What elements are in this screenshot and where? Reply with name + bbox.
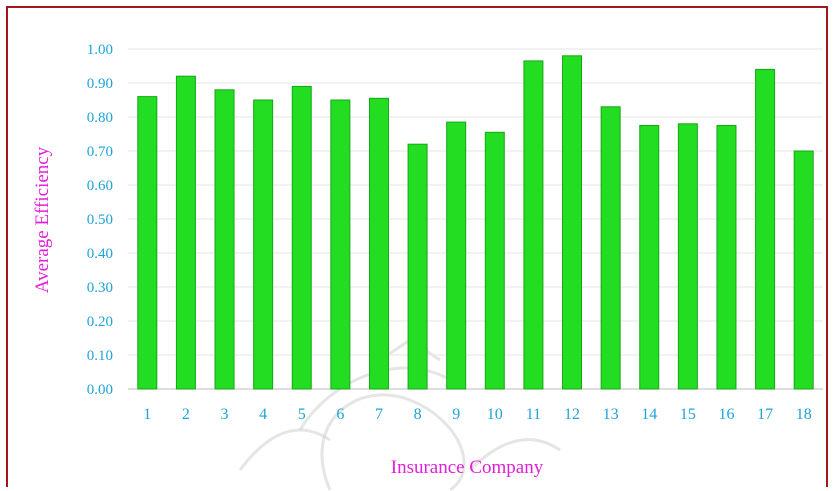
bar [407,143,428,390]
y-tick-label: 0.70 [87,144,113,160]
y-axis-title: Average Efficiency [32,146,53,293]
bar [253,99,274,390]
x-tick-label: 12 [564,406,580,423]
y-tick-label: 0.50 [87,212,113,228]
x-axis-title: Insurance Company [391,457,544,478]
x-tick-label: 10 [487,406,503,423]
gridlines [128,48,823,390]
bars [137,55,814,390]
y-tick-label: 0.10 [87,348,113,364]
x-tick-label: 15 [680,406,696,423]
x-tick-label: 17 [757,406,773,423]
y-tick-label: 0.00 [87,382,113,398]
y-tick-label: 0.40 [87,246,113,262]
bar [446,121,467,390]
y-tick-label: 0.90 [87,76,113,92]
bar [716,125,737,390]
bar [600,106,621,390]
bar [484,131,505,390]
x-tick-label: 8 [414,406,422,423]
bar [755,68,776,390]
bar [639,125,660,390]
x-tick-label: 2 [182,406,190,423]
x-tick-label: 14 [641,406,657,423]
bar [291,85,312,390]
x-tick-label: 1 [143,406,151,423]
bar [330,99,351,390]
bar [137,96,158,390]
x-tick-label: 6 [336,406,344,423]
bar [523,60,544,390]
x-tick-label: 7 [375,406,383,423]
background-watermark [238,338,561,491]
x-tick-label: 11 [526,406,541,423]
x-tick-labels: 1 2 3 4 5 6 7 8 9 10 11 12 13 14 15 16 17 18 [143,406,811,423]
x-tick-label: 13 [603,406,619,423]
y-tick-label: 0.30 [87,280,113,296]
x-tick-label: 9 [452,406,460,423]
x-tick-label: 3 [221,406,229,423]
y-tick-label: 1.00 [87,42,113,58]
x-tick-label: 5 [298,406,306,423]
bar [677,123,698,390]
x-tick-label: 16 [718,406,734,423]
y-tick-label: 0.80 [87,110,113,126]
x-tick-label: 18 [796,406,812,423]
bar [368,97,389,390]
y-tick-label: 0.60 [87,178,113,194]
y-tick-label: 0.20 [87,314,113,330]
y-tick-labels: 0.00 0.10 0.20 0.30 0.40 0.50 0.60 0.70 0.80 0.90… [87,42,113,398]
bar [175,75,196,390]
bar [793,150,814,390]
bar [214,89,235,390]
x-tick-label: 4 [259,406,267,423]
bar [562,55,583,390]
